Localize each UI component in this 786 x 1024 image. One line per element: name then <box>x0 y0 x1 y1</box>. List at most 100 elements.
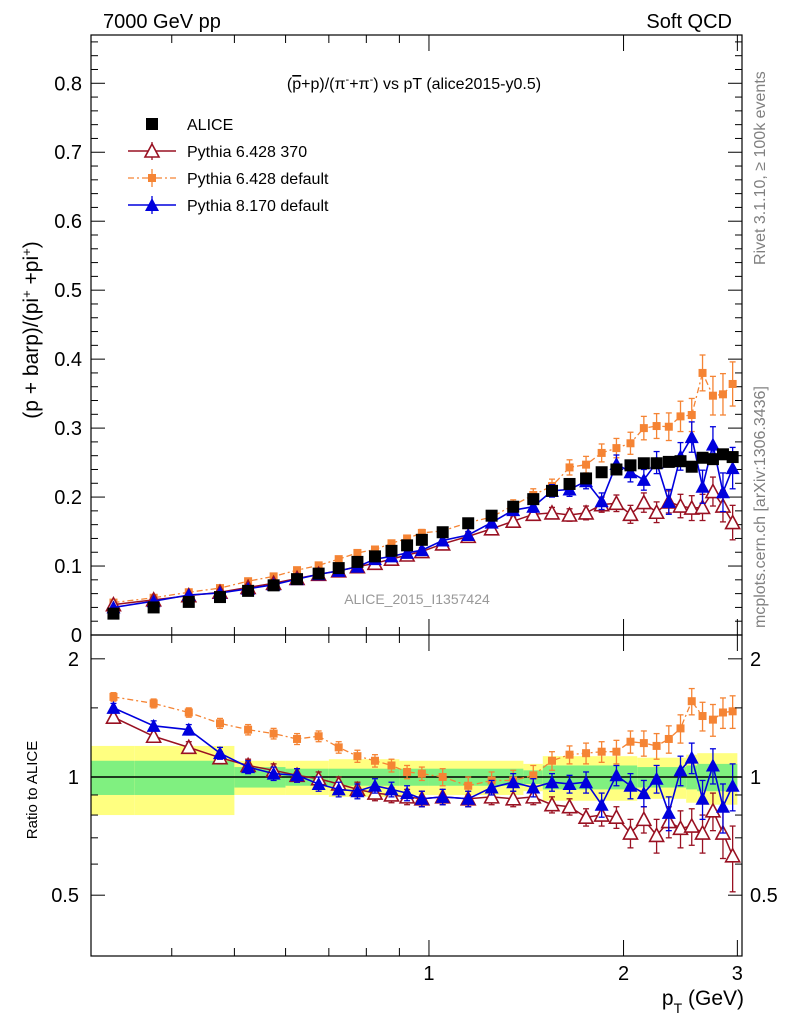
ratio-pythia-8-170-default-point <box>367 778 382 792</box>
ratio-pythia-6-428-default-point <box>718 708 727 717</box>
ratio-pythia-6-428-370-point <box>483 788 500 804</box>
main-pythia-6-428-370-point <box>577 504 595 520</box>
main-pythia-6-428-default-point <box>314 561 323 570</box>
ratio-pythia-6-428-default-point <box>314 732 323 741</box>
main-pythia-6-428-370-point <box>672 497 689 513</box>
ratio-pythia-6-428-default-point <box>582 749 591 758</box>
main-alice-point <box>401 539 414 552</box>
main-y-tick-label: 0.3 <box>54 418 82 440</box>
main-pythia-6-428-default-point <box>417 528 426 537</box>
green-band-segment <box>134 760 235 795</box>
ratio-pythia-6-428-default-point <box>293 734 302 743</box>
ratio-pythia-8-170-default-point <box>484 780 499 794</box>
main-pythia-6-428-370-point <box>683 499 701 515</box>
ratio-pythia-6-428-370-point <box>145 727 162 744</box>
main-pythia-6-428-370-point <box>704 482 722 499</box>
main-pythia-8-170-default-point <box>705 437 720 451</box>
ratio-y-tick-label-right: 2 <box>750 649 761 671</box>
ratio-pythia-8-170-default-line <box>113 707 734 816</box>
main-pythia-6-428-370-point <box>622 505 639 522</box>
main-alice-point <box>267 579 280 592</box>
ratio-panel-axes: 0.5 0.5 1 1 2 2 1 2 3 <box>51 634 778 985</box>
main-alice-point <box>332 562 345 575</box>
legend-label-pythia-8-170-default: Pythia 8.170 default <box>187 198 329 215</box>
ratio-pythia-6-428-default-point <box>464 781 473 790</box>
main-alice-point <box>182 595 195 608</box>
mcplots-label: mcplots.cern.ch [arXiv:1306.3436] <box>752 386 769 628</box>
main-alice-point <box>527 493 540 506</box>
main-pythia-8-170-default-point <box>461 528 476 541</box>
main-pythia-6-428-default-point <box>652 422 661 431</box>
ratio-pythia-6-428-370-point <box>577 808 595 824</box>
main-y-tick-label: 0.8 <box>54 73 82 95</box>
ratio-pythia-8-170-default-point <box>311 776 326 790</box>
main-y-tick-label: 0.2 <box>54 487 82 509</box>
ratio-pythia-6-428-default-point <box>149 699 158 708</box>
main-pythia-6-428-370-point <box>724 513 741 530</box>
legend-marker-pythia-8-170-default <box>145 198 159 211</box>
ratio-pythia-8-170-default-point <box>579 775 594 789</box>
ratio-pythia-6-428-default-point <box>417 769 426 778</box>
main-pythia-8-170-default-point <box>715 485 730 499</box>
main-pythia-8-170-default-point <box>661 494 676 508</box>
main-alice-point <box>213 591 226 604</box>
main-alice-point <box>507 500 520 513</box>
main-pythia-6-428-default-point <box>387 539 396 548</box>
main-pythia-8-170-default-point <box>684 430 699 444</box>
main-pythia-6-428-370-point <box>504 512 522 529</box>
main-alice-point <box>624 459 637 472</box>
energy-label: 7000 GeV pp <box>103 11 221 33</box>
ratio-pythia-6-428-default-point <box>403 767 412 776</box>
ratio-pythia-6-428-370-point <box>635 810 653 827</box>
main-y-axis-label: (p + barp)/(pi+ +pi+) <box>19 241 44 418</box>
ratio-pythia-6-428-default-point <box>529 771 538 780</box>
ratio-pythia-6-428-default-point <box>547 756 556 765</box>
ratio-pythia-6-428-default-point <box>698 712 707 721</box>
ratio-pythia-6-428-default-point <box>652 741 661 750</box>
ratio-pythia-6-428-default-point <box>639 739 648 748</box>
main-y-tick-label: 0.5 <box>54 280 82 302</box>
main-panel-series <box>105 354 741 620</box>
main-pythia-8-170-default-point <box>400 545 415 559</box>
main-alice-point <box>436 526 449 539</box>
main-pythia-6-428-370-point <box>608 494 625 511</box>
main-pythia-8-170-default-point <box>484 515 499 529</box>
ratio-pythia-8-170-default-point <box>684 750 699 764</box>
main-pythia-6-428-default-point <box>565 463 574 472</box>
main-pythia-8-170-default-point <box>695 479 710 493</box>
ratio-pythia-8-170-default-point <box>695 791 710 805</box>
main-pythia-6-428-default-point <box>612 444 621 453</box>
ratio-pythia-8-170-default-point <box>400 786 415 800</box>
main-alice-point <box>637 457 650 470</box>
main-alice-point <box>415 533 428 546</box>
ratio-pythia-6-428-370-point <box>543 796 561 812</box>
ratio-pythia-6-428-370-point <box>105 708 122 725</box>
ratio-pythia-8-170-default-point <box>146 718 161 732</box>
main-pythia-6-428-default-point <box>639 424 648 433</box>
ratio-pythia-8-170-default-point <box>562 776 577 790</box>
ratio-pythia-8-170-default-point <box>384 782 399 796</box>
main-alice-point <box>726 451 739 464</box>
main-alice-point <box>462 517 475 530</box>
main-pythia-6-428-370-point <box>694 498 711 515</box>
main-alice-point <box>563 477 576 490</box>
ratio-y-axis-label: Ratio to ALICE <box>24 741 41 839</box>
main-alice-point <box>242 584 255 597</box>
main-y-tick-label: 0.4 <box>54 349 82 371</box>
ratio-pythia-8-170-default-point <box>725 778 740 792</box>
main-y-tick-label: 0 <box>71 625 82 647</box>
main-pythia-8-170-default-point <box>414 543 429 557</box>
main-alice-point <box>291 573 304 586</box>
ratio-pythia-8-170-default-point <box>350 784 365 798</box>
ratio-pythia-8-170-default-point <box>661 805 676 819</box>
ratio-pythia-6-428-default-point <box>269 729 278 738</box>
main-pythia-6-428-default-point <box>597 448 606 457</box>
ratio-pythia-6-428-default-point <box>334 743 343 752</box>
main-pythia-6-428-370-point <box>648 503 665 520</box>
main-alice-point <box>696 451 709 464</box>
ratio-pythia-6-428-default-point <box>626 737 635 746</box>
main-pythia-6-428-default-point <box>582 460 591 469</box>
green-band-segment <box>91 760 135 795</box>
main-pythia-6-428-default-point <box>676 412 685 421</box>
